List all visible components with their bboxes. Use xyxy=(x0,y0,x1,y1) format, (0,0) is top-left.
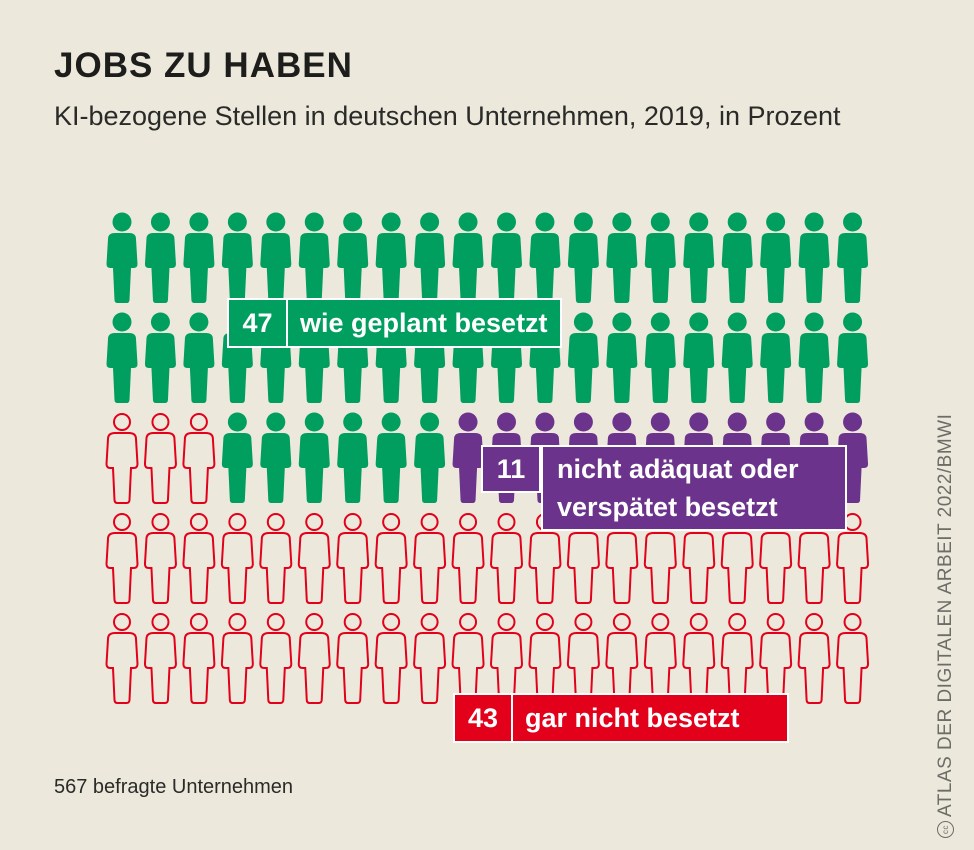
person-icon xyxy=(529,212,561,303)
person-icon xyxy=(491,212,522,303)
person-icon xyxy=(682,613,716,704)
person-icon xyxy=(260,412,292,503)
person-icon xyxy=(759,613,793,704)
label-wie-geplant: 47 wie geplant besetzt xyxy=(227,298,562,348)
category-label: wie geplant besetzt xyxy=(288,298,562,348)
person-icon xyxy=(375,212,407,303)
person-icon xyxy=(683,312,715,403)
person-icon xyxy=(606,312,638,403)
person-icon xyxy=(144,212,176,303)
chart-title: JOBS ZU HABEN xyxy=(54,46,353,85)
person-icon xyxy=(297,613,331,704)
person-icon xyxy=(452,212,484,303)
person-icon xyxy=(259,613,293,704)
person-icon xyxy=(298,212,330,303)
person-icon xyxy=(143,513,177,604)
person-icon xyxy=(837,212,869,303)
chart-subtitle: KI-bezogene Stellen in deutschen Unterne… xyxy=(54,101,841,131)
person-icon xyxy=(105,413,139,504)
person-icon xyxy=(643,613,677,704)
person-icon xyxy=(489,613,524,704)
person-icon xyxy=(760,312,792,403)
person-icon xyxy=(413,613,447,704)
person-icon xyxy=(720,613,754,704)
person-icon xyxy=(452,412,484,503)
label-nicht-adaequat: 11 nicht adäquat oder verspätet besetzt xyxy=(481,445,847,531)
category-label: nicht adäquat oder verspätet besetzt xyxy=(541,445,847,531)
person-icon xyxy=(182,613,216,704)
person-icon xyxy=(528,613,562,704)
person-icon xyxy=(798,312,830,403)
person-icon xyxy=(182,513,216,604)
person-icon xyxy=(644,212,676,303)
person-icon xyxy=(566,613,600,704)
person-icon xyxy=(106,212,138,303)
person-icon xyxy=(414,212,446,303)
person-icon xyxy=(721,212,753,303)
creative-commons-icon: cc xyxy=(937,821,955,838)
person-icon xyxy=(220,613,254,704)
person-icon xyxy=(336,513,370,604)
person-icon xyxy=(144,312,176,403)
value-label: 47 xyxy=(227,298,288,348)
person-icon xyxy=(297,513,331,604)
person-icon xyxy=(183,312,215,403)
person-icon xyxy=(221,412,253,503)
person-icon xyxy=(414,412,446,503)
source-credit: cc ATLAS DER DIGITALEN ARBEIT 2022/BMWI xyxy=(935,414,957,838)
person-icon xyxy=(182,413,216,504)
person-icon xyxy=(374,513,408,604)
person-icon xyxy=(298,412,330,503)
person-icon xyxy=(451,613,485,704)
person-icon xyxy=(259,513,293,604)
person-icon xyxy=(105,613,139,704)
person-icon xyxy=(683,212,715,303)
person-icon xyxy=(337,412,369,503)
person-icon xyxy=(260,212,292,303)
person-icon xyxy=(374,613,408,704)
sample-note: 567 befragte Unternehmen xyxy=(54,776,294,798)
value-label: 11 xyxy=(481,445,541,493)
person-icon xyxy=(220,513,254,604)
person-icon xyxy=(375,412,407,503)
person-icon xyxy=(183,212,215,303)
person-icon xyxy=(413,513,447,604)
label-gar-nicht: 43 gar nicht besetzt xyxy=(453,693,789,743)
person-icon xyxy=(606,212,638,303)
person-icon xyxy=(567,312,599,403)
person-icon xyxy=(143,413,177,504)
person-icon xyxy=(221,212,253,303)
source-text: ATLAS DER DIGITALEN ARBEIT 2022/BMWI xyxy=(935,413,956,817)
person-icon xyxy=(106,312,138,403)
person-icon xyxy=(451,513,485,604)
value-label: 43 xyxy=(453,693,513,743)
person-icon xyxy=(489,513,524,604)
person-icon xyxy=(797,613,831,704)
person-icon xyxy=(105,513,139,604)
person-icon xyxy=(721,312,753,403)
person-icon xyxy=(605,613,639,704)
person-icon xyxy=(336,613,370,704)
person-icon xyxy=(760,212,792,303)
person-icon xyxy=(798,212,830,303)
person-icon xyxy=(337,212,369,303)
person-icon xyxy=(644,312,676,403)
person-icon xyxy=(567,212,599,303)
person-icon xyxy=(143,613,177,704)
person-icon xyxy=(837,312,869,403)
person-icon xyxy=(836,613,870,704)
category-label: gar nicht besetzt xyxy=(513,693,789,743)
